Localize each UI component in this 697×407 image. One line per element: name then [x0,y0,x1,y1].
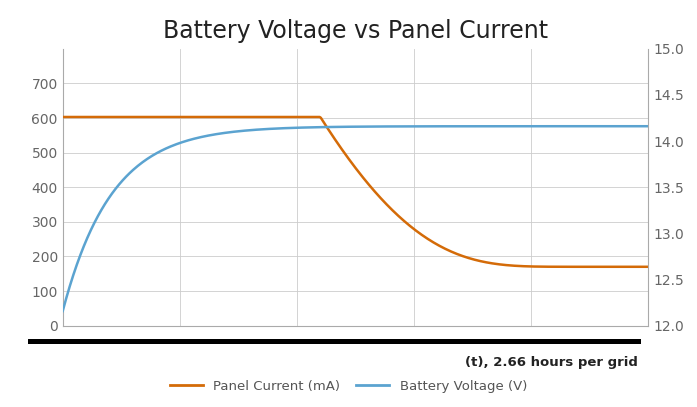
Title: Battery Voltage vs Panel Current: Battery Voltage vs Panel Current [163,19,548,43]
Legend: Panel Current (mA), Battery Voltage (V): Panel Current (mA), Battery Voltage (V) [164,375,533,398]
Text: (t), 2.66 hours per grid: (t), 2.66 hours per grid [465,356,638,369]
